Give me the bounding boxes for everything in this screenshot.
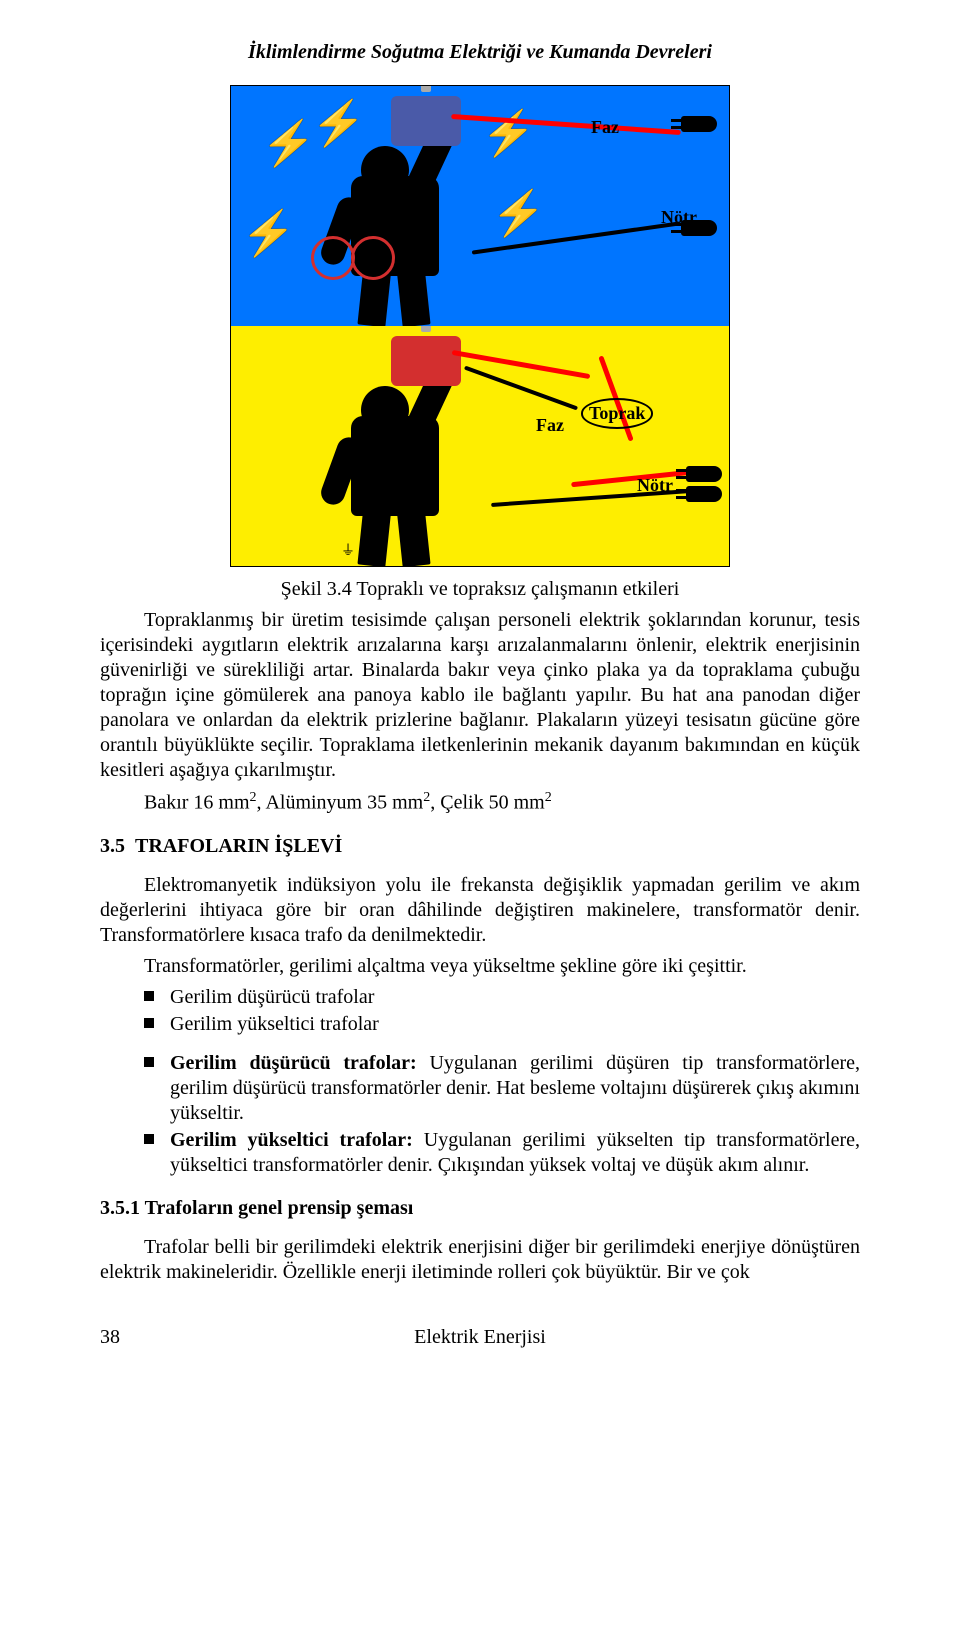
- page-footer: 38 Elektrik Enerjisi: [100, 1325, 860, 1350]
- plug-icon: [686, 486, 722, 502]
- lightning-icon: ⚡: [311, 96, 366, 151]
- fault-halo-icon: [351, 236, 395, 280]
- list-item: Gerilim düşürücü trafolar: Uygulanan ger…: [144, 1051, 860, 1126]
- text-bakir: Bakır 16 mm: [144, 792, 250, 814]
- footer-label: Elektrik Enerjisi: [100, 1325, 860, 1350]
- section-3-5-1-heading: 3.5.1 Trafoların genel prensip şeması: [100, 1196, 860, 1221]
- lightning-icon: ⚡: [241, 206, 296, 261]
- figure-caption: Şekil 3.4 Topraklı ve topraksız çalışman…: [100, 577, 860, 602]
- drill-icon: [391, 96, 461, 146]
- page-header-title: İklimlendirme Soğutma Elektriği ve Kuman…: [100, 40, 860, 65]
- plug-icon: [681, 116, 717, 132]
- lightning-icon: ⚡: [481, 106, 536, 161]
- drill-bit-icon: [421, 86, 431, 92]
- label-notr: Nötr: [637, 474, 673, 497]
- figure-3-4: ⚡ ⚡ ⚡ ⚡ ⚡ Faz Nötr Faz Toprak Nötr ⏚ ⏚: [230, 85, 730, 567]
- list-trafo-types: Gerilim düşürücü trafolar Gerilim yüksel…: [100, 985, 860, 1037]
- ground-symbol-icon: ⏚ ⏚: [341, 543, 370, 561]
- label-notr: Nötr: [661, 206, 697, 229]
- paragraph-trafo-def: Elektromanyetik indüksiyon yolu ile frek…: [100, 873, 860, 948]
- section-title: TRAFOLARIN İŞLEVİ: [135, 835, 342, 857]
- sup-2: 2: [545, 790, 552, 805]
- list-item: Gerilim yükseltici trafolar: [144, 1012, 860, 1037]
- label-faz: Faz: [536, 414, 564, 437]
- fault-halo-icon: [311, 236, 355, 280]
- def-term: Gerilim yükseltici trafolar:: [170, 1129, 413, 1151]
- paragraph-trafo-principle: Trafolar belli bir gerilimdeki elektrik …: [100, 1235, 860, 1285]
- paragraph-cross-sections: Bakır 16 mm2, Alüminyum 35 mm2, Çelik 50…: [100, 789, 860, 816]
- section-3-5-heading: 3.5 TRAFOLARIN İŞLEVİ: [100, 834, 860, 859]
- text-aluminyum: , Alüminyum 35 mm: [257, 792, 424, 814]
- list-trafo-descriptions: Gerilim düşürücü trafolar: Uygulanan ger…: [100, 1051, 860, 1178]
- list-item: Gerilim düşürücü trafolar: [144, 985, 860, 1010]
- text-celik: , Çelik 50 mm: [430, 792, 544, 814]
- figure-panel-grounded: Faz Toprak Nötr ⏚ ⏚: [231, 326, 729, 566]
- paragraph-grounding: Topraklanmış bir üretim tesisimde çalışa…: [100, 608, 860, 783]
- label-faz: Faz: [591, 116, 619, 139]
- section-number: 3.5: [100, 835, 125, 857]
- drill-icon: [391, 336, 461, 386]
- drill-bit-icon: [421, 326, 431, 332]
- paragraph-trafo-types-intro: Transformatörler, gerilimi alçaltma veya…: [100, 954, 860, 979]
- def-term: Gerilim düşürücü trafolar:: [170, 1052, 417, 1074]
- page-number: 38: [100, 1325, 120, 1350]
- lightning-icon: ⚡: [491, 186, 546, 241]
- sup-2: 2: [250, 790, 257, 805]
- lightning-icon: ⚡: [261, 116, 316, 171]
- figure-panel-no-ground: ⚡ ⚡ ⚡ ⚡ ⚡ Faz Nötr: [231, 86, 729, 326]
- list-item: Gerilim yükseltici trafolar: Uygulanan g…: [144, 1128, 860, 1178]
- plug-icon: [686, 466, 722, 482]
- label-toprak: Toprak: [581, 398, 653, 429]
- wire-faz: [452, 350, 591, 379]
